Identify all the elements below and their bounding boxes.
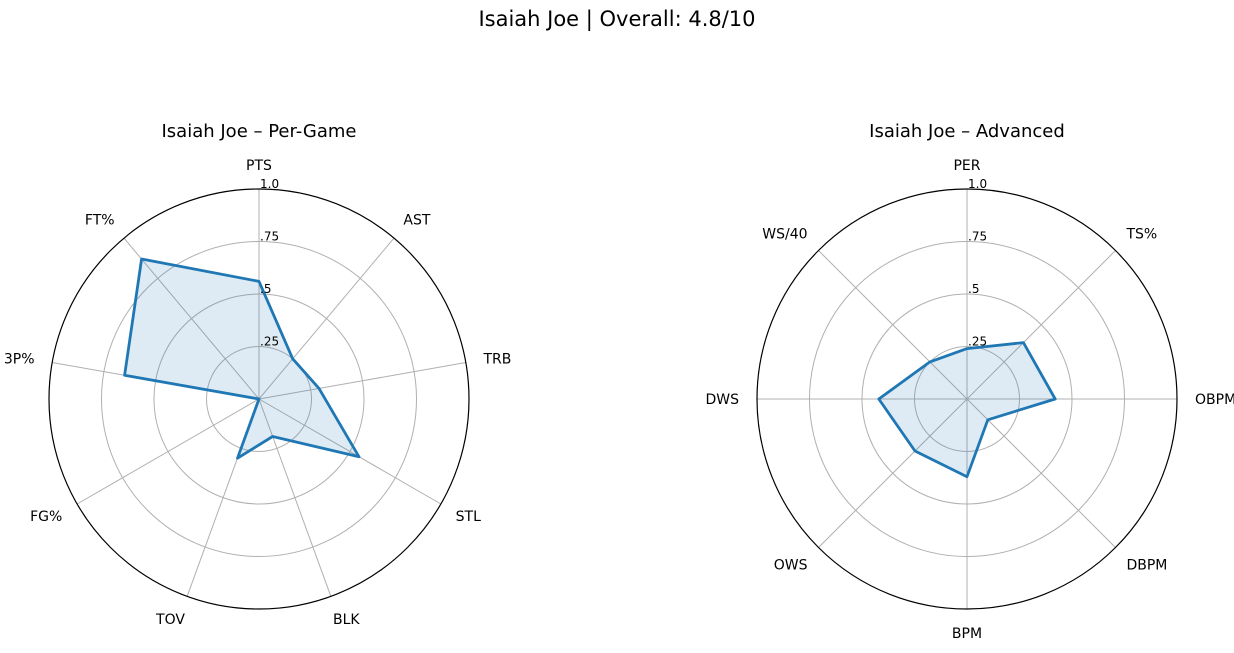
axis-label-bpm: BPM	[952, 626, 982, 642]
axis-label-ft-pct: FT%	[85, 213, 115, 229]
tick-label: .5	[968, 282, 979, 296]
axis-label-fg-pct: FG%	[30, 509, 62, 525]
axis-label-pts: PTS	[246, 158, 272, 174]
tick-label: .25	[260, 335, 279, 349]
axis-label-trb: TRB	[482, 351, 511, 367]
tick-label: .75	[968, 230, 987, 244]
tick-label: .25	[968, 335, 987, 349]
grid-ring	[153, 293, 365, 505]
chart-title: Isaiah Joe – Per-Game	[162, 121, 357, 142]
tick-label: 1.0	[968, 177, 987, 191]
axis-label-dws: DWS	[705, 392, 739, 408]
axis-label-dbpm: DBPM	[1126, 557, 1167, 573]
radar-chart-per-game: Isaiah Joe – Per-Game .25 .5 .75 1.0 PTS AST TR…	[4, 121, 511, 628]
axis-label-ts-pct: TS%	[1125, 227, 1157, 243]
chart-title: Isaiah Joe – Advanced	[869, 121, 1065, 142]
grid-ring	[809, 241, 1125, 557]
tick-label: 1.0	[260, 177, 279, 191]
polar-frame	[756, 188, 1178, 610]
grid-ring	[206, 346, 312, 452]
data-line	[123, 257, 361, 460]
axis-label-tov: TOV	[155, 612, 185, 628]
axis-label-obpm: OBPM	[1195, 392, 1234, 408]
data-area	[878, 342, 1056, 477]
polar-frame	[48, 188, 470, 610]
axis-label-per: PER	[953, 158, 980, 174]
figure-title: Isaiah Joe | Overall: 4.8/10	[478, 7, 756, 31]
axis-label-ast: AST	[403, 213, 430, 229]
axis-label-ows: OWS	[774, 557, 808, 573]
axis-label-3p-pct: 3P%	[4, 351, 35, 367]
axis-label-ws-40: WS/40	[762, 227, 807, 243]
radar-chart-advanced: Isaiah Joe – Advanced .25 .5 .75 1.0 PER TS% OB…	[705, 121, 1234, 642]
data-line	[877, 341, 1057, 479]
grid-ring	[101, 241, 417, 557]
tick-label: .5	[260, 282, 271, 296]
data-area	[124, 259, 359, 459]
axis-label-blk: BLK	[333, 612, 360, 628]
grid-ring	[861, 293, 1073, 505]
axis-label-stl: STL	[456, 509, 481, 525]
grid-ring	[914, 346, 1020, 452]
tick-label: .75	[260, 230, 279, 244]
